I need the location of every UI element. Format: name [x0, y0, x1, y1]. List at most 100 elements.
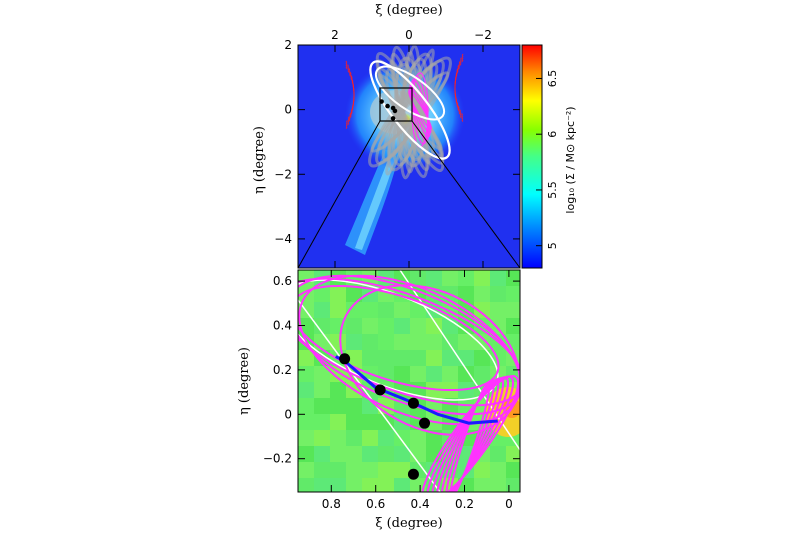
pixel-cell: [314, 462, 330, 478]
pixel-cell: [314, 366, 330, 382]
colorbar-ticks: 5 5.5 6 6.5: [536, 70, 559, 249]
pixel-cell: [346, 350, 362, 366]
pixel-cell: [362, 350, 378, 366]
colorbar: 5 5.5 6 6.5 log₁₀ (Σ / M⊙ kpc⁻²): [521, 44, 577, 269]
pixel-cell: [346, 398, 362, 414]
pixel-cell: [346, 334, 362, 350]
top-ytick-label: −2: [274, 167, 292, 181]
pixel-cell: [394, 478, 410, 492]
orbit-bottom-loop: [426, 375, 514, 492]
pixel-cell: [410, 350, 426, 366]
pixel-cell: [314, 414, 330, 430]
pixel-cell: [330, 446, 346, 462]
pixel-cell: [314, 334, 330, 350]
pixel-cell: [474, 462, 490, 478]
pixel-cell: [410, 430, 426, 446]
white-ellipse-2: [374, 65, 446, 121]
pixel-cell: [314, 318, 330, 334]
pixel-cell: [298, 398, 314, 414]
pixel-cell: [490, 270, 506, 286]
bottom-ylabel: η (degree): [237, 347, 252, 415]
bottom-frame: [297, 269, 521, 493]
marker-top: [390, 116, 396, 121]
pixel-cell: [490, 302, 506, 318]
top-ytick-label: −4: [274, 232, 292, 246]
pixel-cell: [378, 302, 394, 318]
bottom-ytick-label: 0: [284, 407, 292, 421]
orbits-bottom: [298, 274, 520, 492]
pixel-cell: [442, 366, 458, 382]
top-ticks: 2 0 −2 2 0 −2 −4: [274, 28, 520, 268]
bottom-ticks: 0.8 0.6 0.4 0.2 0 0.6 0.4 0.2 0 −0.2: [263, 270, 520, 511]
pixel-cell: [362, 430, 378, 446]
marker-bottom: [407, 468, 419, 480]
pixel-cell: [298, 382, 314, 398]
pixel-cell: [378, 350, 394, 366]
pixel-cell: [506, 478, 520, 492]
pixel-cell: [362, 478, 378, 492]
pixel-cell: [362, 318, 378, 334]
pixel-cell: [394, 462, 410, 478]
top-xtick-label: 0: [405, 28, 413, 42]
pixel-cell: [346, 414, 362, 430]
pixel-cell: [298, 430, 314, 446]
pixel-cell: [458, 350, 474, 366]
pixel-cell: [378, 462, 394, 478]
pixel-cell: [362, 414, 378, 430]
pixel-cell: [298, 462, 314, 478]
pixel-cell: [394, 366, 410, 382]
pixel-cell: [378, 414, 394, 430]
pixel-cell: [490, 318, 506, 334]
top-ylabel: η (degree): [252, 126, 267, 194]
pixel-cell: [314, 398, 330, 414]
pixel-cell: [362, 462, 378, 478]
pixel-cell: [346, 286, 362, 302]
zoom-box: [379, 87, 413, 122]
pixel-cell: [346, 462, 362, 478]
colorbar-gradient: [521, 44, 543, 269]
pixel-cell: [474, 286, 490, 302]
pixel-cell: [426, 446, 442, 462]
zoom-connector-right: [411, 120, 521, 269]
pixel-grid: [298, 270, 520, 492]
bottom-xtick-label: 0.2: [455, 497, 474, 511]
pixel-cell: [330, 382, 346, 398]
marker-top: [385, 103, 390, 109]
pixel-cell: [362, 446, 378, 462]
orbit-bottom-line: [339, 284, 520, 436]
colorbar-label: log₁₀ (Σ / M⊙ kpc⁻²): [564, 106, 577, 213]
pixel-cell: [362, 334, 378, 350]
red-arc: [345, 62, 355, 128]
pixel-cell: [474, 334, 490, 350]
pixel-cell: [378, 430, 394, 446]
colorbar-tick-label: 6: [546, 131, 559, 138]
pixel-cell: [490, 478, 506, 492]
pixel-cell: [330, 478, 346, 492]
pixel-cell: [474, 302, 490, 318]
pixel-cell: [426, 366, 442, 382]
pixel-cell: [410, 366, 426, 382]
stream-tail-core: [355, 155, 396, 250]
pixel-cell: [506, 462, 520, 478]
pixel-cell: [330, 414, 346, 430]
pixel-cell: [474, 270, 490, 286]
pixel-cell: [330, 398, 346, 414]
top-xtick-label: 2: [331, 28, 339, 42]
pixel-cell: [362, 302, 378, 318]
pixel-cell: [442, 350, 458, 366]
pixel-cell: [314, 430, 330, 446]
colorbar-tick-label: 5: [546, 242, 559, 249]
pixel-cell: [442, 270, 458, 286]
top-ytick-label: 2: [284, 38, 292, 52]
colorbar-tick-label: 6.5: [546, 70, 559, 88]
bottom-ytick-label: 0.4: [273, 319, 292, 333]
pixel-cell: [314, 478, 330, 492]
bottom-xtick-label: 0.6: [366, 497, 385, 511]
pixel-cell: [346, 430, 362, 446]
pixel-cell: [394, 318, 410, 334]
bottom-ytick-label: 0.6: [273, 274, 292, 288]
marker-bottom: [407, 397, 419, 409]
marker-top: [379, 99, 384, 104]
pixel-cell: [458, 366, 474, 382]
